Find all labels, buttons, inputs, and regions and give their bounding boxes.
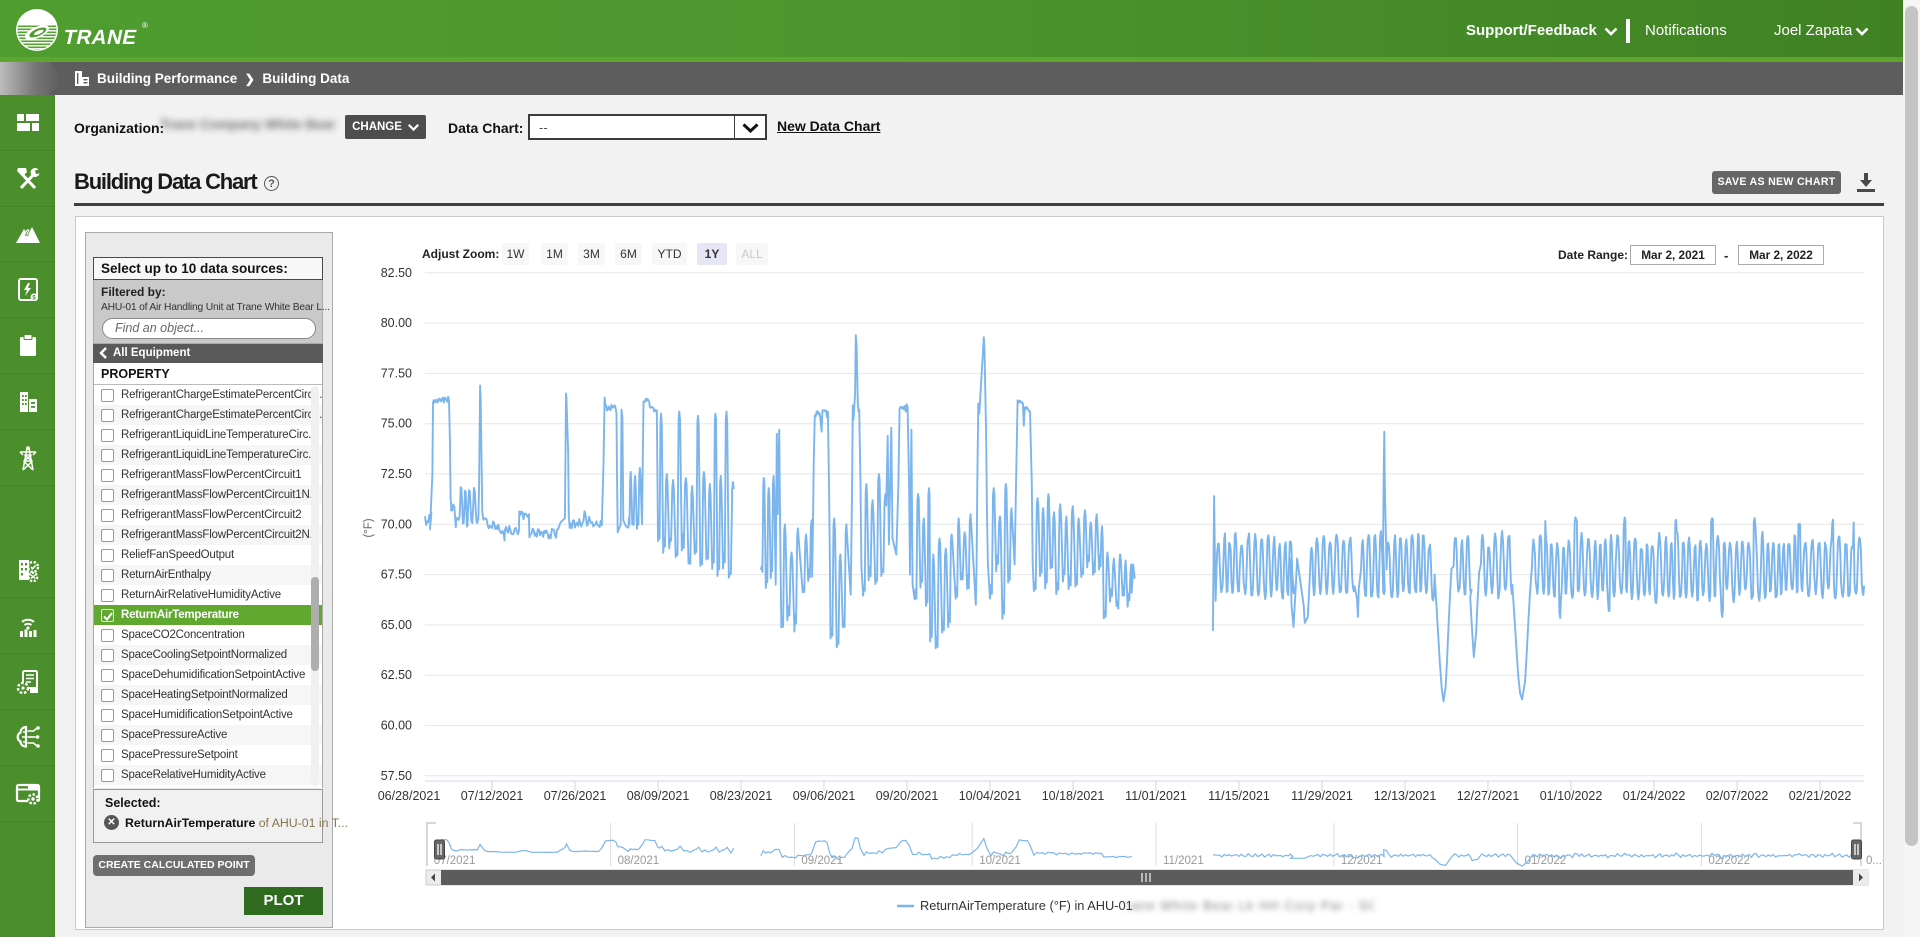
svg-text:01/24/2022: 01/24/2022 bbox=[1623, 789, 1686, 803]
svg-text:07/12/2021: 07/12/2021 bbox=[461, 789, 524, 803]
svg-text:65.00: 65.00 bbox=[381, 618, 412, 632]
svg-text:08/23/2021: 08/23/2021 bbox=[710, 789, 773, 803]
svg-text:57.50: 57.50 bbox=[381, 769, 412, 783]
svg-text:(°F): (°F) bbox=[363, 518, 375, 537]
svg-text:82.50: 82.50 bbox=[381, 266, 412, 280]
svg-text:75.00: 75.00 bbox=[381, 417, 412, 431]
svg-text:12/13/2021: 12/13/2021 bbox=[1374, 789, 1437, 803]
svg-text:80.00: 80.00 bbox=[381, 316, 412, 330]
svg-text:06/28/2021: 06/28/2021 bbox=[378, 789, 441, 803]
svg-text:62.50: 62.50 bbox=[381, 668, 412, 682]
svg-text:01/2022: 01/2022 bbox=[1525, 855, 1567, 867]
svg-text:70.00: 70.00 bbox=[381, 517, 412, 531]
svg-text:$: $ bbox=[32, 295, 36, 301]
svg-text:11/2021: 11/2021 bbox=[1163, 855, 1204, 867]
svg-text:09/20/2021: 09/20/2021 bbox=[876, 789, 939, 803]
svg-text:09/06/2021: 09/06/2021 bbox=[793, 789, 856, 803]
svg-text:11/01/2021: 11/01/2021 bbox=[1125, 789, 1187, 803]
svg-text:0...: 0... bbox=[1866, 855, 1882, 867]
svg-text:®: ® bbox=[142, 21, 148, 30]
svg-text:10/2021: 10/2021 bbox=[979, 855, 1021, 867]
svg-text:01/10/2022: 01/10/2022 bbox=[1540, 789, 1603, 803]
svg-text:77.50: 77.50 bbox=[381, 366, 412, 380]
svg-text:11/15/2021: 11/15/2021 bbox=[1208, 789, 1270, 803]
svg-text:02/2022: 02/2022 bbox=[1708, 855, 1750, 867]
svg-text:08/2021: 08/2021 bbox=[618, 855, 660, 867]
svg-text:10/04/2021: 10/04/2021 bbox=[959, 789, 1022, 803]
svg-text:02/21/2022: 02/21/2022 bbox=[1789, 789, 1852, 803]
svg-text:07/26/2021: 07/26/2021 bbox=[544, 789, 607, 803]
svg-text:12/2021: 12/2021 bbox=[1341, 855, 1383, 867]
svg-text:72.50: 72.50 bbox=[381, 467, 412, 481]
svg-text:TRANE: TRANE bbox=[61, 26, 139, 49]
svg-text:08/09/2021: 08/09/2021 bbox=[627, 789, 690, 803]
svg-text:11/29/2021: 11/29/2021 bbox=[1291, 789, 1353, 803]
svg-text:02/07/2022: 02/07/2022 bbox=[1706, 789, 1769, 803]
svg-text:67.50: 67.50 bbox=[381, 568, 412, 582]
svg-text:09/2021: 09/2021 bbox=[801, 855, 843, 867]
svg-text:60.00: 60.00 bbox=[381, 719, 412, 733]
svg-text:12/27/2021: 12/27/2021 bbox=[1457, 789, 1520, 803]
svg-text:10/18/2021: 10/18/2021 bbox=[1042, 789, 1105, 803]
